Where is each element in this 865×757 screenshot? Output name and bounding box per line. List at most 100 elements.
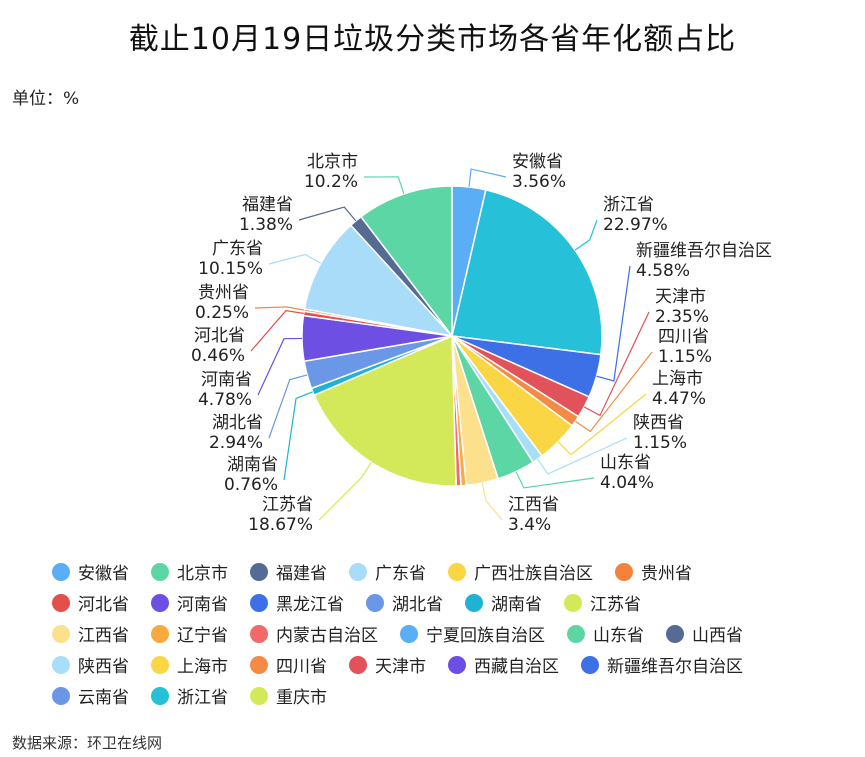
legend-item[interactable]: 上海市 <box>151 652 228 677</box>
legend-item[interactable]: 北京市 <box>151 559 228 584</box>
legend-swatch <box>250 624 268 643</box>
legend-item[interactable]: 云南省 <box>52 683 129 708</box>
legend-row: 江西省 辽宁省 内蒙古自治区 宁夏回族自治区 山东省 山西省 <box>52 618 862 649</box>
legend-label: 辽宁省 <box>177 626 228 646</box>
legend-item[interactable]: 新疆维吾尔自治区 <box>581 652 743 677</box>
legend-swatch <box>581 655 599 674</box>
slice-name-label: 山东省 <box>600 453 651 473</box>
legend-item[interactable]: 河北省 <box>52 590 129 615</box>
slice-name-label: 安徽省 <box>512 152 563 172</box>
legend-swatch <box>250 686 268 705</box>
legend-swatch <box>564 593 582 612</box>
legend-label: 天津市 <box>375 657 426 677</box>
leader-line <box>250 310 304 352</box>
slice-value-label: 0.46% <box>191 346 245 366</box>
legend-swatch <box>52 593 70 612</box>
leader-line <box>596 265 631 382</box>
legend-swatch <box>52 562 70 581</box>
legend-item[interactable]: 江西省 <box>52 621 129 646</box>
slice-value-label: 4.47% <box>652 389 706 409</box>
legend-item[interactable]: 湖南省 <box>465 590 542 615</box>
legend-item[interactable]: 贵州省 <box>615 559 692 584</box>
slice-value-label: 22.97% <box>603 215 668 235</box>
legend-swatch <box>151 562 169 581</box>
leader-line <box>574 219 598 251</box>
slice-name-label: 北京市 <box>307 152 358 172</box>
legend: 安徽省 北京市 福建省 广东省 广西壮族自治区 贵州省河北省 河南省 黑龙江省 湖北省 湖南省 江苏… <box>52 556 862 711</box>
source-note: 数据来源：环卫在线网 <box>12 734 163 752</box>
leader-line <box>318 462 372 521</box>
slice-value-label: 10.15% <box>198 259 263 279</box>
slice-name-label: 河北省 <box>194 326 245 346</box>
legend-swatch <box>52 624 70 643</box>
legend-item[interactable]: 安徽省 <box>52 559 129 584</box>
legend-swatch <box>366 593 384 612</box>
slice-value-label: 2.94% <box>209 433 263 453</box>
legend-swatch <box>567 624 585 643</box>
legend-label: 广西壮族自治区 <box>474 564 593 584</box>
leader-line <box>481 482 503 521</box>
slice-value-label: 0.76% <box>224 475 278 495</box>
legend-item[interactable]: 广东省 <box>349 559 426 584</box>
legend-label: 贵州省 <box>641 564 692 584</box>
legend-label: 新疆维吾尔自治区 <box>607 657 743 677</box>
legend-item[interactable]: 天津市 <box>349 652 426 677</box>
legend-item[interactable]: 山西省 <box>666 621 743 646</box>
legend-item[interactable]: 重庆市 <box>250 683 327 708</box>
slice-value-label: 1.15% <box>633 433 687 453</box>
slice-name-label: 浙江省 <box>603 195 654 215</box>
legend-label: 安徽省 <box>78 564 129 584</box>
legend-swatch <box>448 655 466 674</box>
legend-label: 宁夏回族自治区 <box>426 626 545 646</box>
legend-item[interactable]: 四川省 <box>250 652 327 677</box>
legend-item[interactable]: 浙江省 <box>151 683 228 708</box>
legend-label: 浙江省 <box>177 688 228 708</box>
legend-swatch <box>448 562 466 581</box>
leader-line <box>283 391 313 481</box>
legend-item[interactable]: 广西壮族自治区 <box>448 559 593 584</box>
leader-line <box>575 351 653 433</box>
legend-item[interactable]: 湖北省 <box>366 590 443 615</box>
legend-item[interactable]: 江苏省 <box>564 590 641 615</box>
legend-item[interactable]: 内蒙古自治区 <box>250 621 378 646</box>
legend-label: 江苏省 <box>590 595 641 615</box>
legend-swatch <box>250 562 268 581</box>
legend-item[interactable]: 河南省 <box>151 590 228 615</box>
legend-label: 湖南省 <box>491 595 542 615</box>
leader-line <box>298 206 357 222</box>
legend-item[interactable]: 辽宁省 <box>151 621 228 646</box>
legend-label: 福建省 <box>276 564 327 584</box>
leader-line <box>468 168 507 188</box>
legend-item[interactable]: 宁夏回族自治区 <box>400 621 545 646</box>
legend-label: 陕西省 <box>78 657 129 677</box>
legend-label: 广东省 <box>375 564 426 584</box>
chart-title: 截止10月19日垃圾分类市场各省年化额占比 <box>128 22 737 57</box>
slice-value-label: 1.15% <box>658 347 712 367</box>
legend-item[interactable]: 西藏自治区 <box>448 652 559 677</box>
legend-label: 山西省 <box>692 626 743 646</box>
leader-line <box>257 337 303 396</box>
leader-line <box>254 306 305 311</box>
slice-name-label: 广东省 <box>212 239 263 259</box>
legend-label: 湖北省 <box>392 595 443 615</box>
legend-label: 河南省 <box>177 595 228 615</box>
legend-item[interactable]: 福建省 <box>250 559 327 584</box>
legend-swatch <box>151 593 169 612</box>
legend-label: 山东省 <box>593 626 644 646</box>
slice-value-label: 10.2% <box>304 172 358 192</box>
legend-row: 陕西省 上海市 四川省 天津市 西藏自治区 新疆维吾尔自治区 <box>52 649 862 680</box>
slice-name-label: 新疆维吾尔自治区 <box>636 241 772 261</box>
legend-swatch <box>151 686 169 705</box>
slice-value-label: 4.04% <box>600 473 654 493</box>
leader-line <box>583 311 650 417</box>
slice-name-label: 陕西省 <box>633 413 684 433</box>
legend-row: 安徽省 北京市 福建省 广东省 广西壮族自治区 贵州省 <box>52 556 862 587</box>
slice-name-label: 湖北省 <box>212 413 263 433</box>
unit-label: 单位：% <box>12 89 80 109</box>
legend-swatch <box>666 624 684 643</box>
legend-item[interactable]: 黑龙江省 <box>250 590 344 615</box>
leader-line <box>363 176 405 195</box>
legend-item[interactable]: 山东省 <box>567 621 644 646</box>
legend-item[interactable]: 陕西省 <box>52 652 129 677</box>
